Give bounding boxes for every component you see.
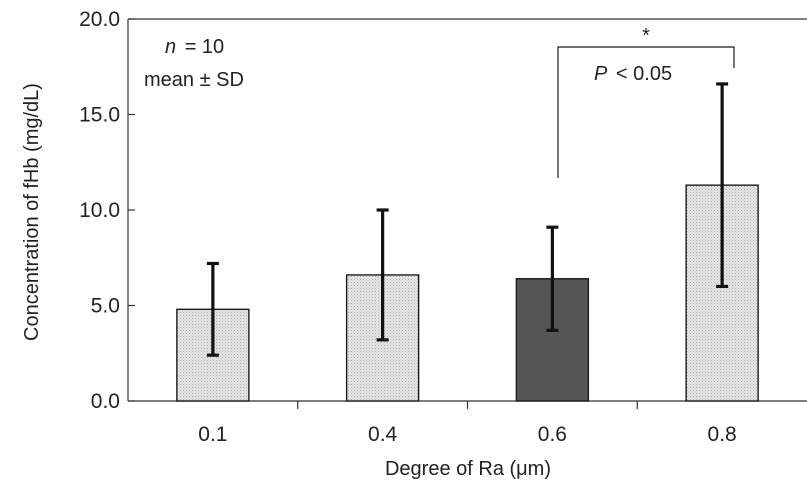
n-value: = 10 (185, 36, 224, 58)
bars (176, 82, 759, 402)
y-tick-label: 10.0 (79, 199, 120, 222)
x-axis-title: Degree of Ra (μm) (385, 458, 551, 480)
y-tick-label: 5.0 (91, 295, 120, 318)
x-tick-label: 0.4 (368, 423, 398, 446)
y-tick-label: 20.0 (79, 8, 120, 31)
y-axis: 0.0 5.0 10.0 15.0 20.0 (79, 8, 135, 413)
p-value: < 0.05 (616, 63, 672, 85)
p-label: P (594, 63, 608, 85)
sample-size-annotation: n = 10 (165, 36, 224, 58)
significance-bracket (557, 46, 735, 178)
x-axis: 0.1 0.4 0.6 0.8 (198, 401, 737, 446)
significance-star: * (642, 25, 650, 47)
mean-sd-annotation: mean ± SD (144, 69, 244, 91)
y-axis-title: Concentration of fHb (mg/dL) (21, 83, 43, 341)
x-tick-label: 0.8 (708, 423, 737, 446)
x-tick-label: 0.6 (538, 423, 567, 446)
x-tick-label: 0.1 (198, 423, 227, 446)
y-tick-label: 15.0 (79, 104, 120, 127)
y-tick-label: 0.0 (91, 390, 120, 413)
n-label: n (165, 36, 176, 58)
p-value-annotation: P < 0.05 (594, 63, 672, 85)
